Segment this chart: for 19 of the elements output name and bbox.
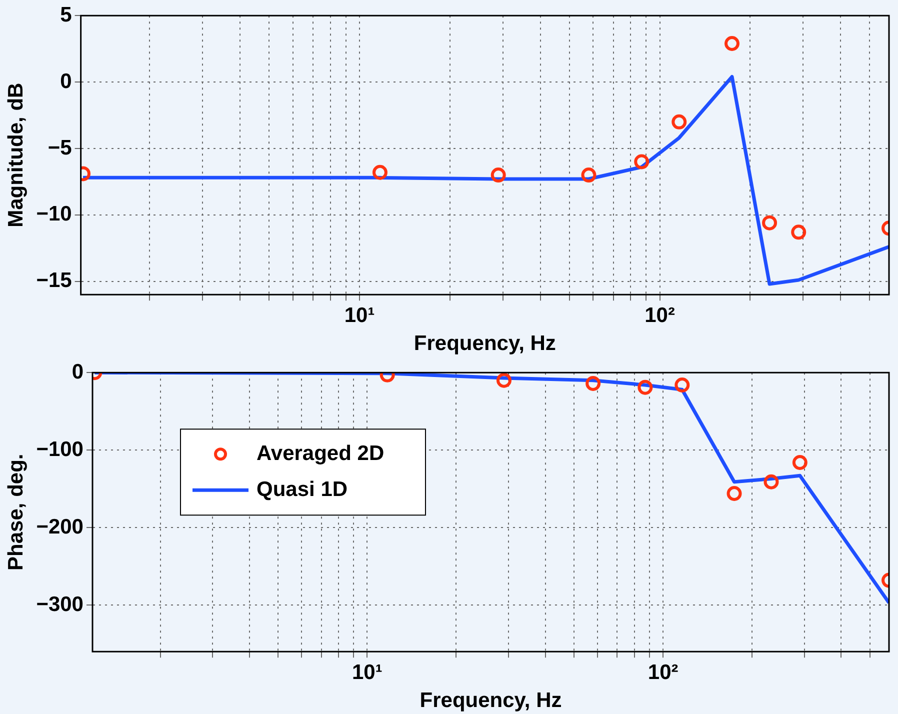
x-tick-label: 10² [644, 304, 675, 327]
y-tick-label: −200 [36, 515, 84, 538]
legend-label: Averaged 2D [256, 442, 384, 465]
x-tick-label: 10¹ [344, 304, 375, 327]
y-tick-label: −300 [36, 592, 84, 616]
x-axis-title: Frequency, Hz [414, 332, 556, 356]
y-tick-label: 0 [72, 360, 84, 384]
y-tick-label: 0 [60, 70, 72, 93]
x-axis-title: Frequency, Hz [420, 689, 562, 712]
y-tick-label: −100 [36, 438, 84, 461]
y-tick-label: −5 [48, 136, 72, 160]
y-axis-title: Magnitude, dB [4, 82, 28, 228]
y-tick-label: 5 [60, 3, 72, 26]
legend-label: Quasi 1D [256, 478, 348, 501]
y-tick-label: −15 [36, 269, 72, 292]
y-axis-title: Phase, deg. [4, 454, 28, 570]
x-tick-label: 10² [648, 660, 678, 684]
y-tick-label: −10 [36, 202, 72, 226]
x-tick-label: 10¹ [352, 660, 382, 684]
